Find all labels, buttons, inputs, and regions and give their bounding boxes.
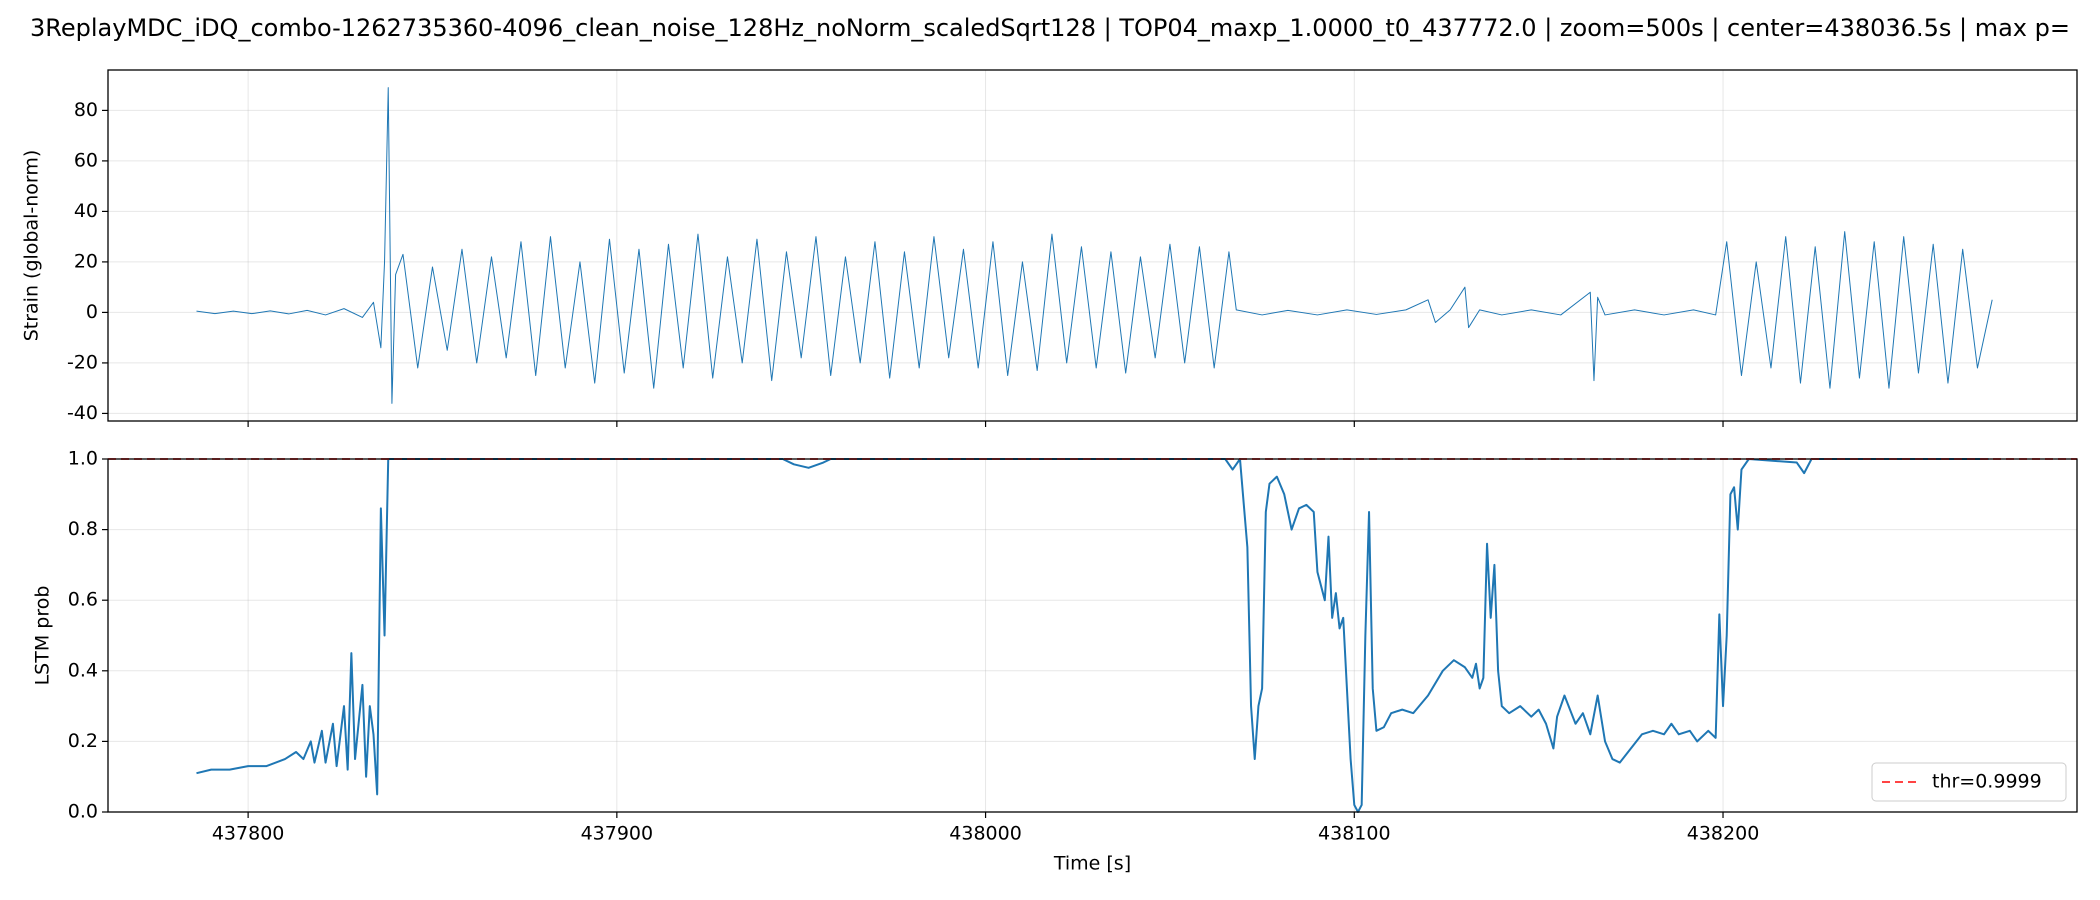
y-tick-label: 40 xyxy=(74,200,98,222)
figure-title: 3ReplayMDC_iDQ_combo-1262735360-4096_cle… xyxy=(30,14,2070,42)
data-line xyxy=(196,87,1993,404)
y-axis-label: LSTM prob xyxy=(32,586,54,686)
y-tick-label: 1.0 xyxy=(68,448,98,470)
y-tick-label: 0.2 xyxy=(68,730,98,752)
y-tick-label: 0.8 xyxy=(68,518,98,540)
y-tick-label: 0 xyxy=(86,301,98,323)
y-tick-label: 0.0 xyxy=(68,801,98,823)
axes-frame xyxy=(107,458,2078,813)
x-tick-label: 438100 xyxy=(1318,823,1391,845)
y-tick-label: -20 xyxy=(67,351,98,373)
x-tick-label: 438200 xyxy=(1687,823,1760,845)
y-tick-label: 0.4 xyxy=(68,659,98,681)
y-tick-label: 20 xyxy=(74,250,98,272)
y-tick-label: 0.6 xyxy=(68,589,98,611)
x-tick-label: 437900 xyxy=(581,823,654,845)
axes-frame xyxy=(107,69,2078,422)
y-tick-label: 80 xyxy=(74,99,98,121)
x-tick-label: 438000 xyxy=(949,823,1022,845)
legend-box xyxy=(1871,762,2067,802)
x-tick-label: 437800 xyxy=(212,823,285,845)
y-tick-label: -40 xyxy=(67,402,98,424)
y-tick-label: 60 xyxy=(74,149,98,171)
x-axis-label: Time [s] xyxy=(1053,853,1131,875)
legend-label: thr=0.9999 xyxy=(1932,771,2042,793)
data-line xyxy=(196,458,1989,813)
y-axis-label: Strain (global-norm) xyxy=(21,150,43,342)
